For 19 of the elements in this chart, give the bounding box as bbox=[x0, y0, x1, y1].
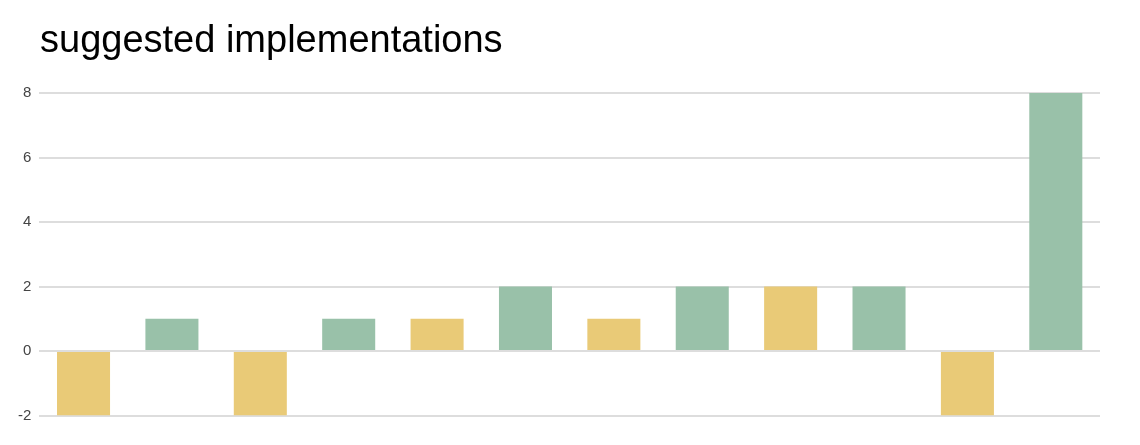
y-tick-label: 4 bbox=[22, 212, 32, 230]
bar bbox=[233, 352, 287, 416]
chart-title: suggested implementations bbox=[40, 18, 504, 62]
bar bbox=[322, 318, 376, 351]
y-tick-label: 2 bbox=[22, 276, 32, 294]
bar bbox=[587, 318, 641, 351]
bar bbox=[764, 286, 818, 351]
y-tick-label: 0 bbox=[22, 341, 32, 359]
y-tick-label: -2 bbox=[17, 405, 32, 423]
bar bbox=[498, 286, 552, 351]
bar bbox=[57, 352, 111, 416]
y-tick-label: 6 bbox=[22, 147, 32, 165]
bar bbox=[852, 286, 906, 351]
bar bbox=[410, 318, 464, 351]
bar bbox=[1029, 93, 1083, 351]
bar bbox=[940, 352, 994, 416]
y-tick-label: 8 bbox=[22, 83, 32, 101]
bar bbox=[675, 286, 729, 351]
bar bbox=[145, 318, 199, 351]
